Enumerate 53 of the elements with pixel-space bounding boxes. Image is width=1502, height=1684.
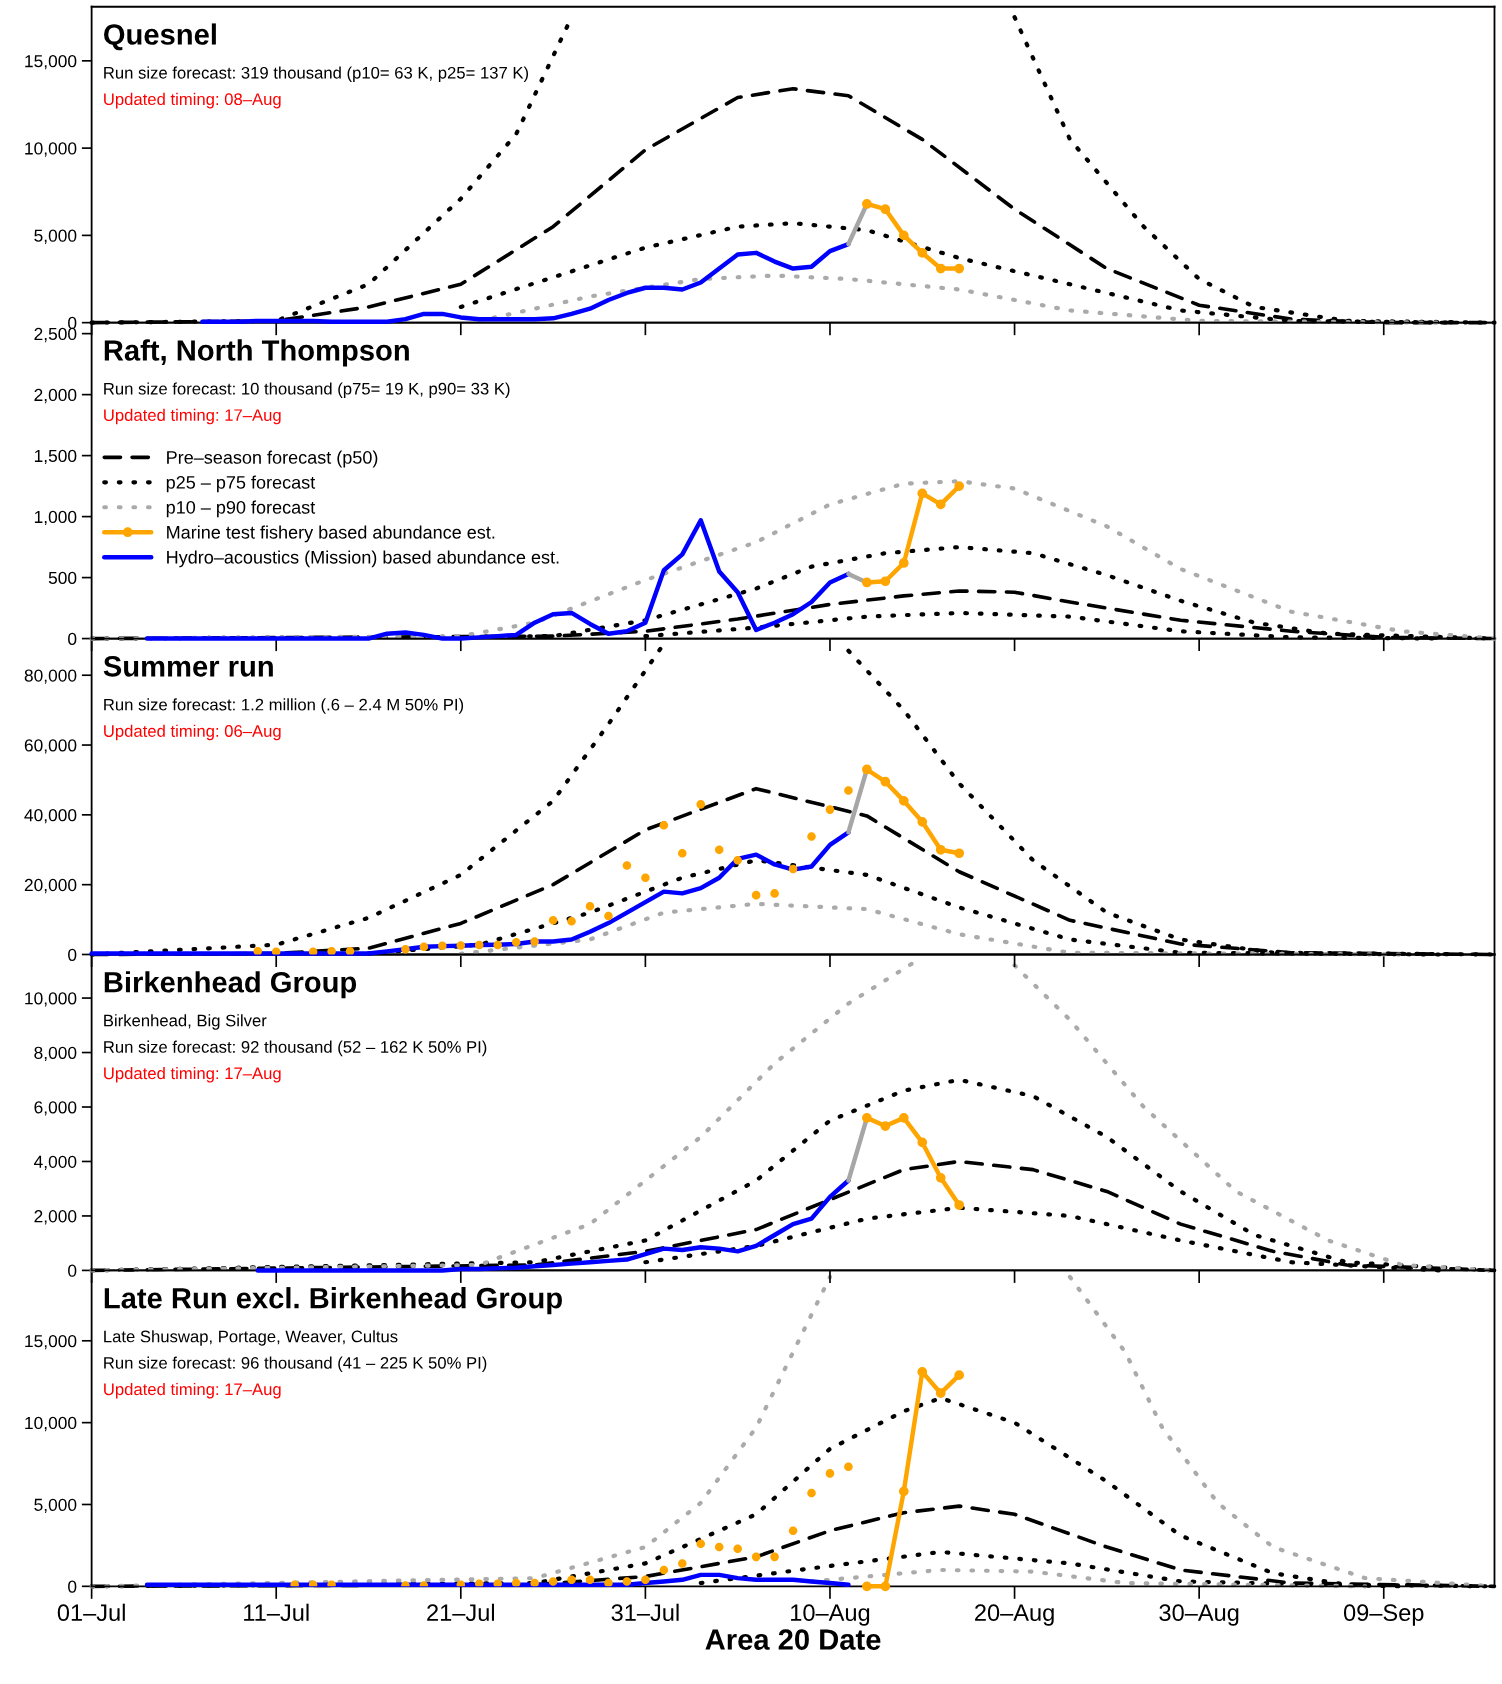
y-tick-label: 5,000 xyxy=(34,1498,77,1513)
y-tick-label: 80,000 xyxy=(24,669,77,684)
text: Birkenhead Group xyxy=(104,971,357,999)
annotation: Updated timing: 17–Aug xyxy=(104,1382,281,1399)
y-tick-label: 10,000 xyxy=(25,992,77,1007)
text: Late Shuswap, Portage, Weaver, Cultus Run size forecast: 96 thousand (41 – 225 K 50% PI) xyxy=(104,1330,487,1373)
y-tick-label: 8,000 xyxy=(34,1046,77,1062)
annotation: Updated timing: 17–Aug xyxy=(104,408,281,425)
legend-label: Pre–season forecast (p50) xyxy=(167,450,378,468)
y-tick-label: 20,000 xyxy=(24,878,77,894)
x-axis-title: Area 20 Date xyxy=(705,1629,881,1650)
text: Run size forecast: 10 thousand (p75= 19 K, p90= 33 K) xyxy=(104,382,510,398)
text: Birkenhead, Big Silver Run size forecast: 92 thousand (52 – 162 K 50% PI) xyxy=(104,1014,487,1057)
x-tick-label: 30–Aug xyxy=(1159,1604,1239,1626)
annotation: Updated timing: 17–Aug xyxy=(104,1066,281,1083)
y-tick-label: 1,500 xyxy=(34,449,77,465)
y-tick-label: 0 xyxy=(68,948,77,961)
text: Quesnel xyxy=(104,23,216,51)
legend-label: p25 – p75 forecast xyxy=(166,475,316,493)
y-tick-label: 60,000 xyxy=(24,739,77,754)
legend-label: Marine test fishery based abundance est. xyxy=(167,525,495,543)
y-tick-label: 2,500 xyxy=(34,327,77,343)
y-tick-label: 40,000 xyxy=(24,809,77,824)
y-tick-label: 2,000 xyxy=(34,388,77,404)
y-tick-label: 1,000 xyxy=(34,510,77,526)
text: Run size forecast: 1.2 million (.6 – 2.4 M 50% PI) xyxy=(104,698,464,714)
chart-title: Summer run xyxy=(103,656,273,677)
x-tick-label: 11–Jul xyxy=(244,1603,309,1622)
y-tick-label: 0 xyxy=(68,1264,77,1277)
y-tick-label: 15,000 xyxy=(25,1334,77,1350)
legend-label: Hydro–acoustics (Mission) based abundance est. xyxy=(167,550,559,568)
y-tick-label: 5,000 xyxy=(34,229,77,244)
x-tick-label: 10–Aug xyxy=(791,1604,870,1626)
annotation: Updated timing: 06–Aug xyxy=(104,724,281,741)
y-tick-label: 10,000 xyxy=(25,142,77,157)
annotation: Updated timing: 08–Aug xyxy=(104,92,281,109)
y-tick-label: 10,000 xyxy=(25,1416,77,1432)
x-tick-label: 09–Sep xyxy=(1343,1604,1424,1626)
y-tick-label: 2,000 xyxy=(34,1210,77,1225)
y-tick-label: 0 xyxy=(68,1580,77,1593)
legend-label: p10 – p90 forecast xyxy=(166,500,316,518)
x-tick-label: 31–Jul xyxy=(611,1603,679,1622)
text: Raft, North Thompson xyxy=(104,339,409,367)
text: Late Run excl. Birkenhead Group xyxy=(104,1287,562,1315)
y-tick-label: 500 xyxy=(48,571,77,585)
x-tick-label: 01–Jul xyxy=(57,1603,125,1622)
y-tick-label: 15,000 xyxy=(25,55,77,70)
text: Run size forecast: 319 thousand (p10= 63 K, p25= 137 K) xyxy=(104,66,529,82)
y-tick-label: 0 xyxy=(68,632,77,646)
x-tick-label: 21–Jul xyxy=(427,1603,495,1622)
y-tick-label: 6,000 xyxy=(34,1101,77,1116)
x-tick-label: 20–Aug xyxy=(975,1604,1054,1626)
y-tick-label: 4,000 xyxy=(34,1155,77,1170)
